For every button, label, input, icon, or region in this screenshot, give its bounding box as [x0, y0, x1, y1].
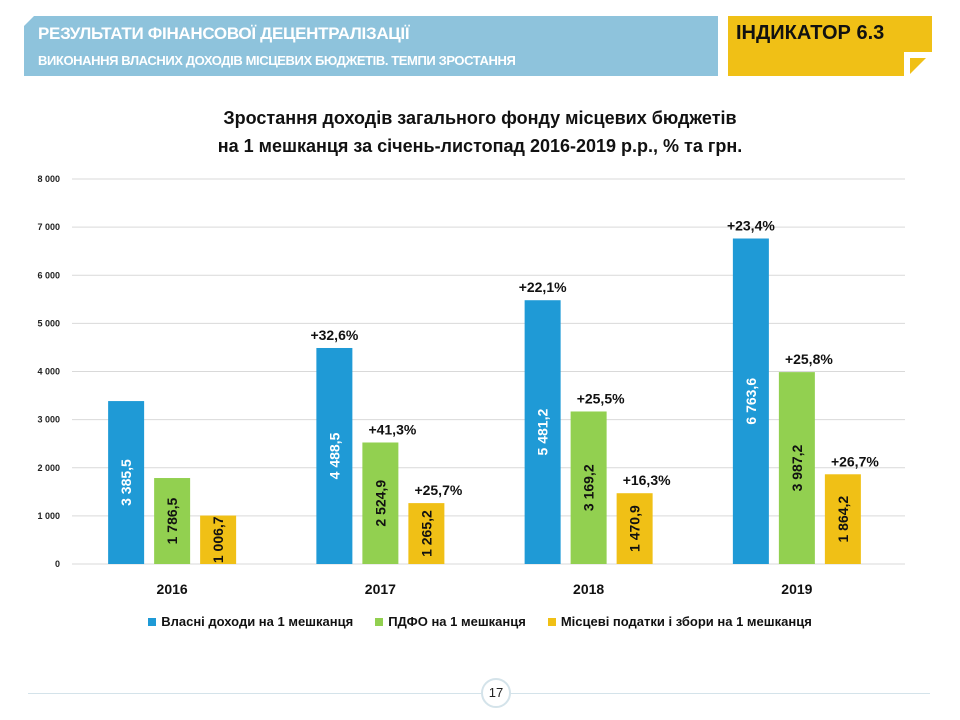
x-category-label: 2017 — [365, 581, 396, 597]
bar-value-label: 3 385,5 — [118, 459, 134, 506]
indicator-badge — [728, 16, 932, 76]
growth-label: +25,7% — [414, 482, 462, 498]
footer-divider — [28, 693, 930, 694]
y-tick-label: 2 000 — [37, 463, 60, 473]
bar — [524, 300, 561, 564]
y-tick-label: 7 000 — [37, 222, 60, 232]
bar-value-label: 3 987,2 — [789, 444, 805, 491]
header-banner — [24, 16, 718, 76]
bar — [824, 474, 861, 564]
growth-label: +26,7% — [831, 453, 879, 469]
growth-label: +23,4% — [727, 218, 775, 234]
bar — [732, 238, 769, 564]
indicator-label: ІНДИКАТОР 6.3 — [736, 22, 885, 44]
legend-label-pdfo: ПДФО на 1 мешканця — [388, 614, 526, 629]
growth-label: +25,8% — [785, 351, 833, 367]
y-tick-label: 8 000 — [37, 174, 60, 184]
bar — [408, 503, 445, 564]
page-number: 17 — [481, 678, 511, 708]
legend-swatch-pdfo — [375, 617, 384, 626]
x-category-label: 2019 — [781, 581, 812, 597]
y-tick-label: 1 000 — [37, 511, 60, 521]
y-tick-label: 4 000 — [37, 367, 60, 377]
legend-item-pdfo: ПДФО на 1 мешканця — [375, 614, 526, 629]
bar — [316, 347, 353, 564]
legend-swatch-local-taxes — [547, 617, 556, 626]
x-category-label: 2018 — [573, 581, 604, 597]
bar-value-label: 6 763,6 — [743, 378, 759, 425]
legend-swatch-own-revenue — [148, 617, 157, 626]
bar — [570, 411, 607, 564]
growth-label: +32,6% — [310, 327, 358, 343]
header-subtitle: ВИКОНАННЯ ВЛАСНИХ ДОХОДІВ МІСЦЕВИХ БЮДЖЕ… — [38, 53, 516, 68]
chart-legend: Власні доходи на 1 мешканця ПДФО на 1 ме… — [0, 614, 960, 629]
legend-label-local-taxes: Місцеві податки і збори на 1 мешканця — [560, 614, 812, 629]
bar — [154, 478, 191, 564]
bar-value-label: 2 524,9 — [372, 480, 388, 527]
growth-label: +41,3% — [368, 421, 416, 437]
y-tick-label: 6 000 — [37, 270, 60, 280]
bar-value-label: 1 786,5 — [164, 497, 180, 544]
growth-label: +25,5% — [577, 390, 625, 406]
bar-value-label: 3 169,2 — [581, 464, 597, 511]
bar — [108, 401, 145, 564]
growth-label: +22,1% — [519, 279, 567, 295]
bar-value-label: 5 481,2 — [535, 409, 551, 456]
y-tick-label: 5 000 — [37, 318, 60, 328]
y-tick-label: 3 000 — [37, 415, 60, 425]
bar-value-label: 1 265,2 — [418, 510, 434, 557]
y-tick-label: 0 — [55, 559, 60, 569]
legend-label-own-revenue: Власні доходи на 1 мешканця — [161, 614, 354, 629]
banner-corner-decoration — [24, 16, 34, 26]
bar — [778, 372, 815, 564]
bar — [362, 442, 399, 564]
header-title: РЕЗУЛЬТАТИ ФІНАНСОВОЇ ДЕЦЕНТРАЛІЗАЦІЇ — [38, 24, 410, 43]
bar-value-label: 1 470,9 — [627, 505, 643, 552]
legend-item-own-revenue: Власні доходи на 1 мешканця — [148, 614, 353, 629]
bar — [200, 515, 237, 564]
chart-title-line2: на 1 мешканця за січень-листопад 2016-20… — [217, 136, 743, 156]
chart-title-line1: Зростання доходів загального фонду місце… — [223, 108, 737, 128]
x-category-label: 2016 — [157, 581, 188, 597]
bar-value-label: 1 006,7 — [210, 516, 226, 563]
bar — [616, 493, 653, 564]
bar-value-label: 4 488,5 — [326, 432, 342, 479]
legend-item-local-taxes: Місцеві податки і збори на 1 мешканця — [547, 614, 812, 629]
growth-label: +16,3% — [623, 472, 671, 488]
bar-value-label: 1 864,2 — [835, 496, 851, 543]
